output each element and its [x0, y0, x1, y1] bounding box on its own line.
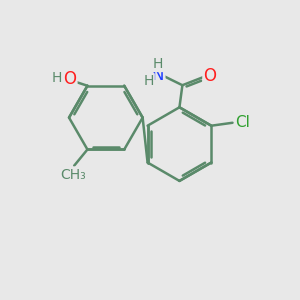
Text: H: H — [51, 71, 62, 85]
Text: Cl: Cl — [236, 115, 250, 130]
Text: O: O — [63, 70, 76, 88]
Text: N: N — [152, 66, 164, 84]
Text: CH₃: CH₃ — [60, 167, 86, 182]
Text: O: O — [204, 67, 217, 85]
Text: H: H — [143, 74, 154, 88]
Text: H: H — [153, 57, 163, 71]
